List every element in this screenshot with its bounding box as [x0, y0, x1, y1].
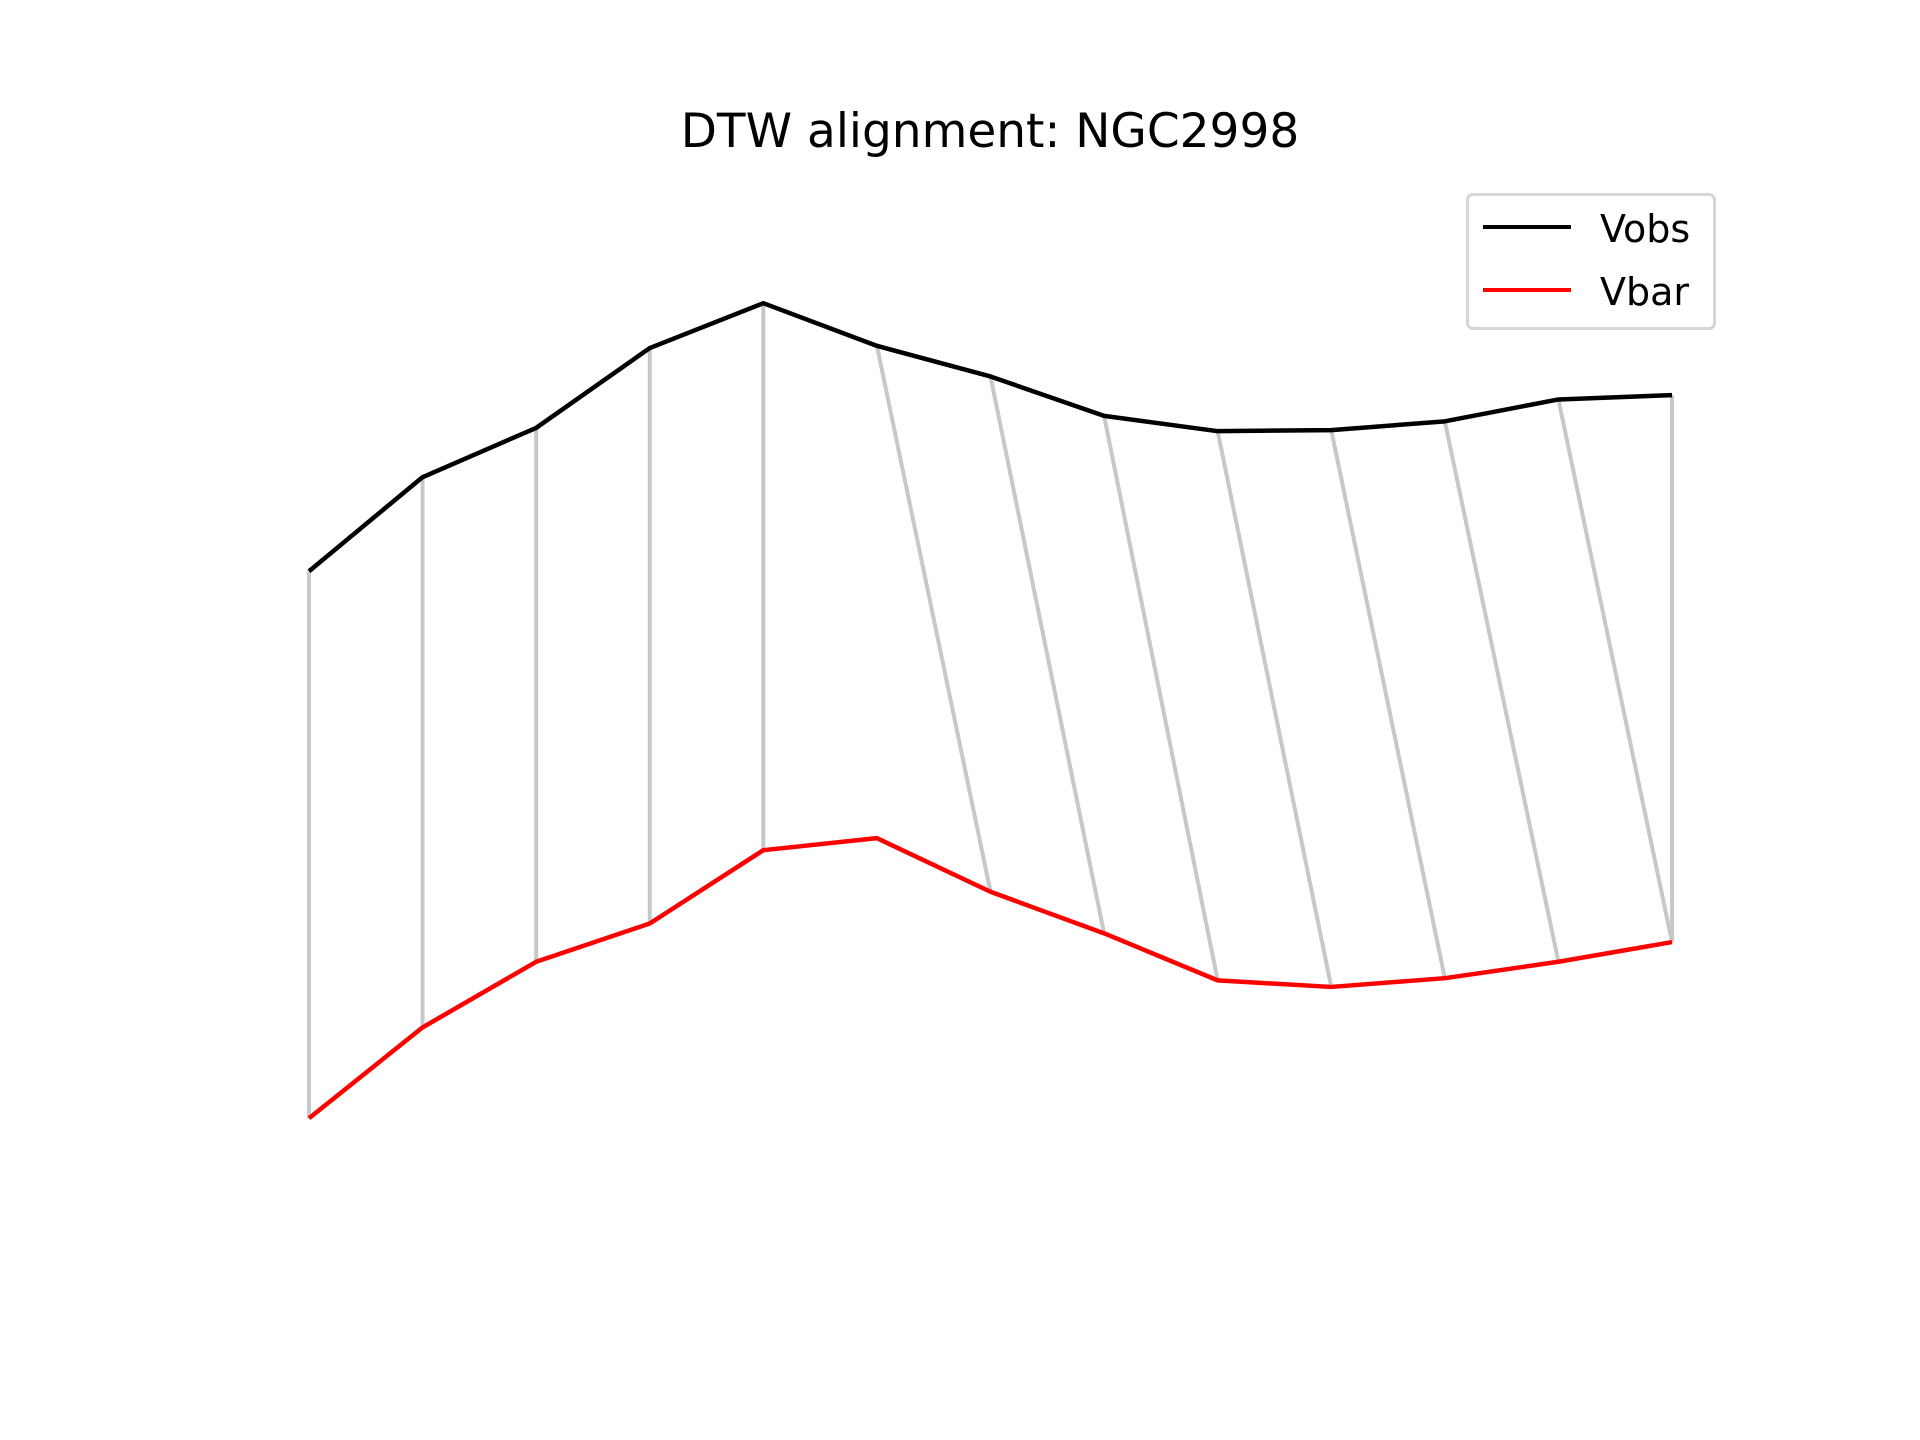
alignment-line-8 [1215, 430, 1334, 988]
chart-title: DTW alignment: NGC2998 [680, 104, 1300, 159]
alignment-line-5 [874, 345, 993, 893]
alignment-line-6 [988, 376, 1107, 934]
series-lines [307, 300, 1673, 1120]
legend-item-vobs: Vobs [1483, 204, 1713, 254]
series-line-vobs [307, 300, 1673, 573]
legend: Vobs Vbar [1466, 193, 1716, 330]
alignment-line-9 [1329, 429, 1447, 979]
legend-label-vbar: Vbar [1600, 270, 1690, 314]
alignment-lines [307, 303, 1674, 1119]
legend-label-vobs: Vobs [1600, 207, 1691, 251]
alignment-line-11 [1556, 399, 1674, 943]
legend-swatch-vobs [1483, 225, 1571, 229]
alignment-line-10 [1442, 420, 1561, 963]
legend-swatch-vbar [1483, 288, 1571, 292]
legend-item-vbar: Vbar [1483, 267, 1713, 317]
alignment-line-7 [1102, 415, 1220, 981]
series-line-vbar [307, 835, 1673, 1120]
